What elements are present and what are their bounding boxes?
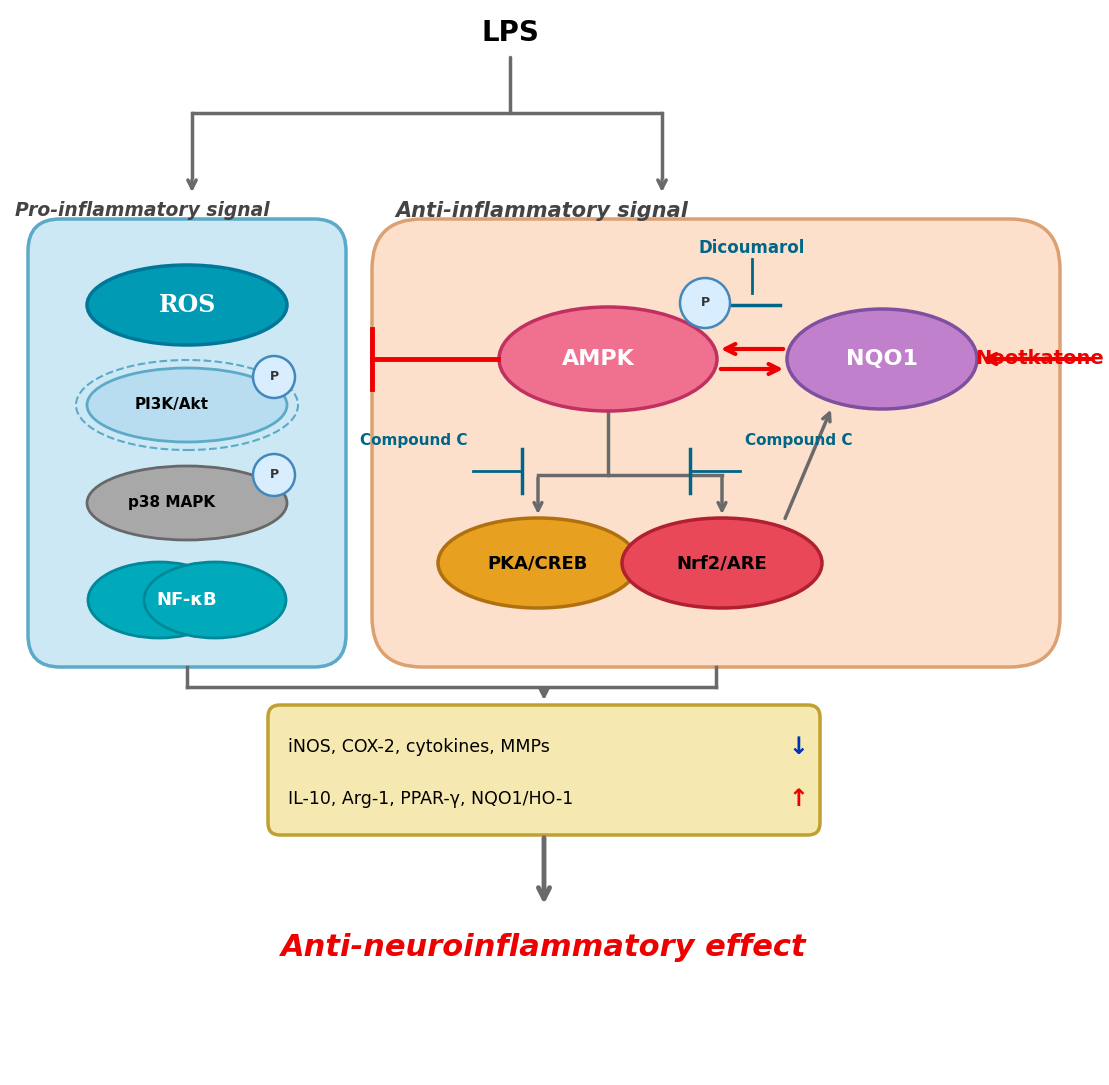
- Text: iNOS, COX-2, cytokines, MMPs: iNOS, COX-2, cytokines, MMPs: [288, 738, 550, 755]
- Text: ↓: ↓: [788, 735, 807, 758]
- Text: AMPK: AMPK: [561, 349, 634, 369]
- Text: IL-10, Arg-1, PPAR-γ, NQO1/HO-1: IL-10, Arg-1, PPAR-γ, NQO1/HO-1: [288, 790, 573, 807]
- Text: PI3K/Akt: PI3K/Akt: [135, 397, 208, 412]
- Ellipse shape: [87, 368, 287, 442]
- Ellipse shape: [622, 518, 822, 608]
- Circle shape: [680, 278, 730, 328]
- Ellipse shape: [787, 309, 977, 409]
- FancyBboxPatch shape: [372, 219, 1060, 667]
- Ellipse shape: [438, 518, 638, 608]
- Text: LPS: LPS: [481, 20, 539, 47]
- Text: Anti-neuroinflammatory effect: Anti-neuroinflammatory effect: [282, 932, 807, 961]
- Text: Nrf2/ARE: Nrf2/ARE: [676, 554, 767, 572]
- Text: P: P: [269, 370, 278, 383]
- Text: ROS: ROS: [159, 293, 215, 317]
- Circle shape: [253, 356, 295, 398]
- Circle shape: [253, 454, 295, 496]
- Ellipse shape: [144, 562, 286, 638]
- FancyBboxPatch shape: [268, 705, 820, 835]
- Ellipse shape: [87, 265, 287, 345]
- Text: Compound C: Compound C: [360, 433, 468, 447]
- Text: Dicoumarol: Dicoumarol: [699, 239, 805, 257]
- Text: Nootkatone: Nootkatone: [975, 349, 1103, 369]
- FancyBboxPatch shape: [28, 219, 346, 667]
- Text: NQO1: NQO1: [846, 349, 918, 369]
- Text: Compound C: Compound C: [745, 433, 853, 447]
- Text: Pro-inflammatory signal: Pro-inflammatory signal: [16, 202, 269, 220]
- Text: ↑: ↑: [788, 787, 807, 810]
- Ellipse shape: [88, 562, 230, 638]
- Text: P: P: [269, 469, 278, 482]
- Ellipse shape: [499, 307, 718, 411]
- Text: PKA/CREB: PKA/CREB: [488, 554, 588, 572]
- Text: p38 MAPK: p38 MAPK: [129, 496, 215, 511]
- Text: Anti-inflammatory signal: Anti-inflammatory signal: [395, 201, 688, 221]
- Ellipse shape: [87, 465, 287, 540]
- Text: P: P: [701, 296, 710, 309]
- Text: NF-κB: NF-κB: [156, 591, 217, 609]
